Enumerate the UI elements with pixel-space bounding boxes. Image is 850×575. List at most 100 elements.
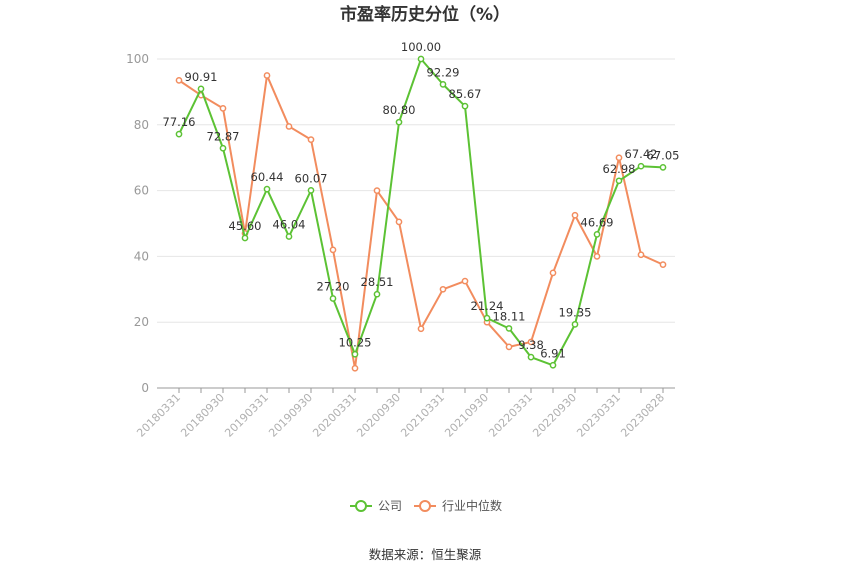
data-label: 92.29 [427, 65, 460, 79]
data-label: 62.98 [603, 162, 636, 176]
data-point[interactable] [197, 85, 205, 93]
legend-item-industry-median[interactable]: 行业中位数 [414, 498, 502, 513]
data-point[interactable] [461, 277, 469, 285]
data-label: 60.07 [295, 171, 328, 185]
data-point[interactable] [527, 353, 535, 361]
data-point[interactable] [549, 361, 557, 369]
data-point[interactable] [373, 290, 381, 298]
x-tick-label: 20180930 [178, 391, 227, 440]
data-label: 46.69 [581, 215, 614, 229]
legend-label-company: 公司 [378, 499, 402, 513]
y-tick-label: 0 [141, 381, 149, 395]
legend-marker-icon [419, 500, 431, 512]
data-point[interactable] [175, 130, 183, 138]
x-tick-label: 20220930 [530, 391, 579, 440]
data-labels: 77.16 90.91 72.87 45.60 60.44 46.04 60.07 27.20… [163, 40, 680, 360]
data-label: 100.00 [401, 40, 441, 54]
data-point[interactable] [659, 261, 667, 268]
x-tick-label: 20210930 [442, 391, 491, 440]
x-tick-label: 20200930 [354, 391, 403, 440]
x-tick-label: 20210331 [398, 391, 447, 440]
chart-title: 市盈率历史分位（%） [340, 4, 510, 25]
data-point[interactable] [549, 269, 557, 277]
legend[interactable]: 公司 行业中位数 [350, 498, 502, 513]
data-point[interactable] [395, 218, 403, 226]
data-point[interactable] [175, 77, 183, 84]
data-point[interactable] [285, 233, 293, 240]
data-point[interactable] [439, 285, 447, 293]
x-tick-label: 20190331 [222, 391, 271, 440]
y-axis: 0 20 40 60 80 100 [126, 52, 149, 395]
data-point[interactable] [439, 81, 447, 88]
data-label: 46.04 [273, 218, 306, 232]
data-label: 90.91 [185, 70, 218, 84]
x-tick-label: 20190930 [266, 391, 315, 440]
data-label: 28.51 [361, 275, 394, 289]
legend-marker-icon [355, 500, 367, 512]
x-tick-label: 20230828 [618, 391, 667, 440]
x-tick-label: 20180331 [134, 391, 183, 440]
data-label: 18.11 [493, 309, 526, 323]
y-tick-label: 100 [126, 52, 149, 66]
grid-lines [157, 58, 675, 323]
data-point[interactable] [637, 251, 645, 259]
data-label: 45.60 [229, 219, 262, 233]
y-tick-label: 60 [134, 184, 149, 198]
data-label: 67.05 [647, 148, 680, 162]
x-tick-label: 20200331 [310, 391, 359, 440]
data-point[interactable] [527, 338, 535, 346]
legend-item-company[interactable]: 公司 [350, 499, 402, 513]
data-point[interactable] [615, 154, 623, 162]
data-point[interactable] [505, 343, 513, 351]
data-point[interactable] [637, 162, 645, 170]
data-label: 27.20 [317, 280, 350, 294]
data-point[interactable] [417, 55, 425, 63]
data-point[interactable] [307, 136, 315, 143]
data-label: 72.87 [207, 129, 240, 143]
data-point[interactable] [593, 253, 601, 260]
data-point[interactable] [329, 246, 337, 254]
x-axis: 2018033120180930201903312019093020200331… [134, 387, 675, 440]
y-tick-label: 40 [134, 249, 149, 263]
series-company [175, 55, 667, 369]
data-point[interactable] [615, 177, 623, 185]
data-point[interactable] [219, 105, 227, 112]
data-point[interactable] [505, 325, 513, 332]
data-point[interactable] [659, 164, 667, 171]
data-point[interactable] [395, 118, 403, 126]
data-point[interactable] [483, 314, 491, 322]
data-label: 60.44 [251, 170, 284, 184]
data-point[interactable] [329, 295, 337, 302]
y-tick-label: 20 [134, 315, 149, 329]
data-point[interactable] [307, 187, 315, 194]
data-point[interactable] [373, 187, 381, 194]
source-note: 数据来源：恒生聚源 [369, 547, 482, 562]
data-point[interactable] [417, 325, 425, 333]
data-label: 10.25 [339, 335, 372, 349]
data-point[interactable] [351, 364, 359, 372]
legend-label-industry-median: 行业中位数 [442, 498, 502, 513]
data-point[interactable] [263, 72, 271, 79]
series-layer [175, 55, 667, 372]
data-point[interactable] [571, 211, 579, 219]
data-point[interactable] [263, 185, 271, 193]
data-label: 21.24 [471, 299, 504, 313]
data-label: 6.91 [540, 346, 566, 360]
data-label: 85.67 [449, 87, 482, 101]
data-point[interactable] [571, 320, 579, 328]
y-tick-label: 80 [134, 118, 149, 132]
data-label: 77.16 [163, 115, 196, 129]
data-point[interactable] [285, 123, 293, 130]
data-label: 80.80 [383, 103, 416, 117]
data-point[interactable] [351, 350, 359, 358]
data-point[interactable] [593, 231, 601, 238]
data-point[interactable] [461, 102, 469, 110]
data-label: 9.38 [518, 338, 544, 352]
data-label: 67.42 [625, 147, 658, 161]
x-tick-label: 20220331 [486, 391, 535, 440]
x-tick-label: 20230331 [574, 391, 623, 440]
data-point[interactable] [219, 144, 227, 152]
data-label: 19.35 [559, 305, 592, 319]
data-point[interactable] [241, 234, 249, 242]
